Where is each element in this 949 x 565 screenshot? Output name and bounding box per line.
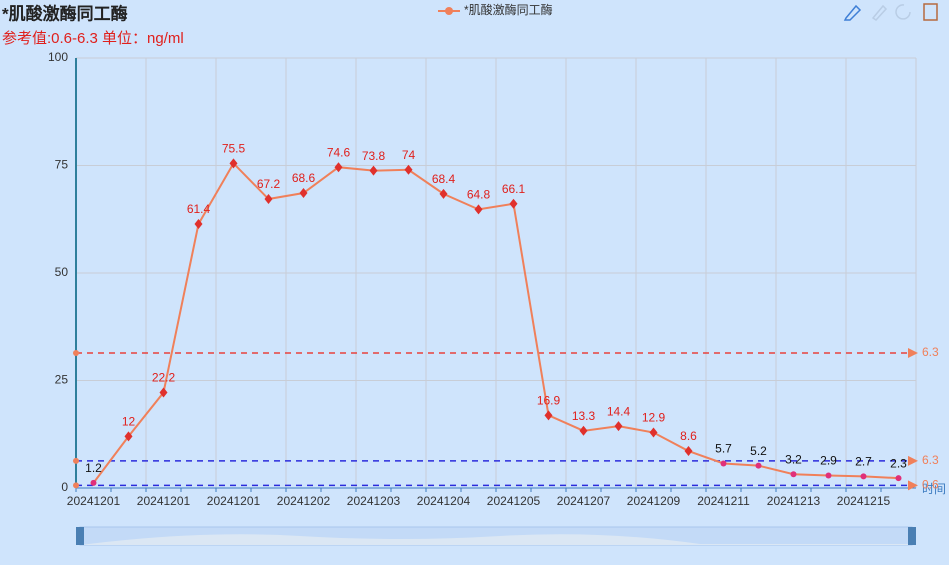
data-label: 5.2 [750,444,767,458]
legend-label: *肌酸激酶同工酶 [464,2,553,17]
tool-restore[interactable] [895,4,911,20]
data-point [159,387,168,398]
data-label: 61.4 [187,202,211,216]
data-label: 74 [402,148,416,162]
x-tick-label: 20241215 [837,494,891,508]
x-tick-label: 20241213 [767,494,821,508]
mark-line-start [73,349,79,356]
data-point [439,188,448,199]
data-point [579,425,588,436]
data-point [90,479,97,486]
data-point [720,460,727,467]
mark-line-label: 0.6 [922,478,939,492]
mark-line-label: 6.3 [922,345,939,359]
x-tick-label: 20241207 [557,494,611,508]
mark-line-start [73,482,79,489]
data-label: 75.5 [222,142,246,156]
data-label: 74.6 [327,145,351,159]
x-axis-label: 时间 [922,482,946,496]
series-line [92,161,899,484]
y-tick-label: 50 [55,265,69,279]
chart-subtitle: 参考值:0.6-6.3 单位：ng/ml [2,30,184,47]
data-point [299,188,308,199]
tool-data-view[interactable] [923,3,938,21]
data-point [649,427,658,438]
mark-line-arrow [908,347,918,358]
tool-edit[interactable] [843,4,862,21]
data-label: 66.1 [502,182,526,196]
y-tick-label: 75 [55,158,69,172]
data-label: 8.6 [680,429,697,443]
x-tick-label: 20241201 [67,494,121,508]
x-tick-label: 20241203 [347,494,401,508]
data-label: 5.7 [715,442,732,456]
zoom-handle[interactable] [908,527,916,545]
data-point [614,421,623,432]
x-tick-label: 20241205 [487,494,541,508]
mark-line-arrow [908,480,918,491]
data-point [755,462,762,469]
x-tick-label: 20241202 [277,494,331,508]
y-tick-label: 25 [55,373,69,387]
mark-line-arrow [908,455,918,466]
mark-line-start [73,457,79,464]
x-tick-label: 20241201 [137,494,191,508]
data-label: 12 [122,415,136,429]
zoom-handle[interactable] [76,527,84,545]
tool-brush[interactable] [871,4,888,21]
data-label: 16.9 [537,394,561,408]
chart-title: *肌酸激酶同工酶 [2,3,128,23]
data-point [194,218,203,229]
data-label: 13.3 [572,409,596,423]
data-label: 67.2 [257,177,281,191]
data-label: 68.4 [432,172,456,186]
x-tick-label: 20241201 [207,494,261,508]
data-point [825,472,832,479]
x-tick-label: 20241204 [417,494,471,508]
zoom-preview [80,534,912,545]
data-point [334,162,343,173]
legend[interactable]: *肌酸激酶同工酶 [438,2,553,17]
y-tick-label: 0 [61,480,68,494]
data-point [264,194,273,205]
mark-line-label: 6.3 [922,453,939,467]
x-tick-label: 20241211 [697,494,750,508]
data-point [404,164,413,175]
y-tick-label: 100 [48,50,68,64]
data-point [229,158,238,169]
data-label: 2.7 [855,455,872,469]
data-point [369,165,378,176]
toolbox [843,3,938,21]
data-label: 2.9 [820,454,837,468]
data-point [509,198,518,209]
data-point [895,475,902,482]
data-point [124,431,133,442]
data-point [544,410,553,421]
data-point [860,473,867,480]
x-tick-label: 20241209 [627,494,681,508]
data-label: 12.9 [642,411,666,425]
data-point [790,471,797,478]
data-label: 1.2 [85,461,102,475]
data-label: 64.8 [467,188,491,202]
data-label: 22.2 [152,371,176,385]
data-point [684,446,693,457]
legend-icon [445,7,453,15]
data-label: 3.2 [785,452,802,466]
data-point [474,204,483,215]
data-label: 14.4 [607,404,631,418]
data-zoom[interactable] [76,526,916,546]
data-label: 68.6 [292,171,316,185]
data-label: 2.3 [890,456,907,470]
data-label: 73.8 [362,149,386,163]
